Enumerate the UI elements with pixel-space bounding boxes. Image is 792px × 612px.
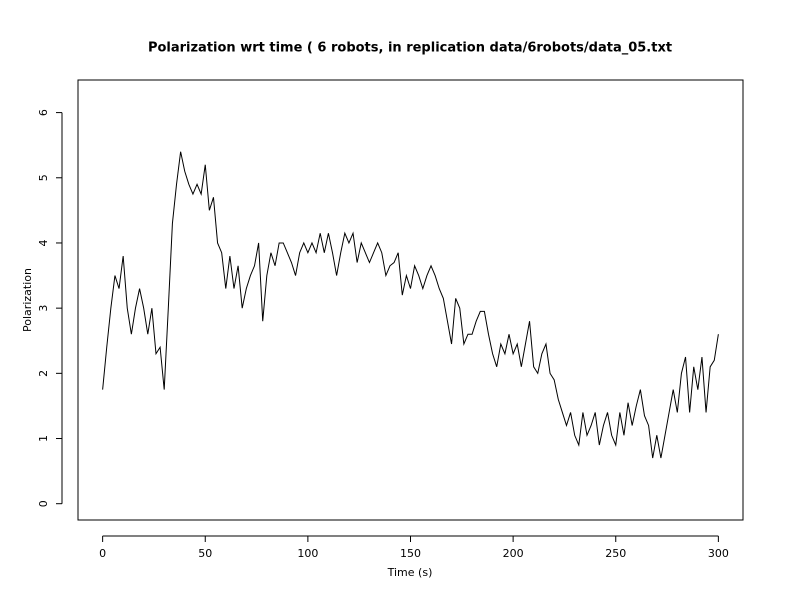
y-tick-label: 1: [37, 435, 50, 442]
x-tick-label: 250: [605, 547, 626, 560]
chart-title: Polarization wrt time ( 6 robots, in rep…: [148, 41, 672, 56]
y-axis-label: Polarization: [21, 268, 34, 332]
y-tick-label: 0: [37, 500, 50, 507]
y-tick-label: 4: [37, 239, 50, 246]
x-axis-label: Time (s): [387, 566, 433, 579]
x-tick-label: 0: [99, 547, 106, 560]
data-line: [102, 151, 719, 459]
y-tick-label: 2: [37, 370, 50, 377]
y-tick-label: 6: [37, 109, 50, 116]
x-tick-label: 150: [400, 547, 421, 560]
plot-frame: [77, 79, 744, 521]
x-tick-label: 200: [503, 547, 524, 560]
y-tick-label: 3: [37, 305, 50, 312]
x-tick-label: 300: [708, 547, 729, 560]
x-tick-label: 100: [297, 547, 318, 560]
x-tick-label: 50: [198, 547, 212, 560]
y-tick-label: 5: [37, 174, 50, 181]
